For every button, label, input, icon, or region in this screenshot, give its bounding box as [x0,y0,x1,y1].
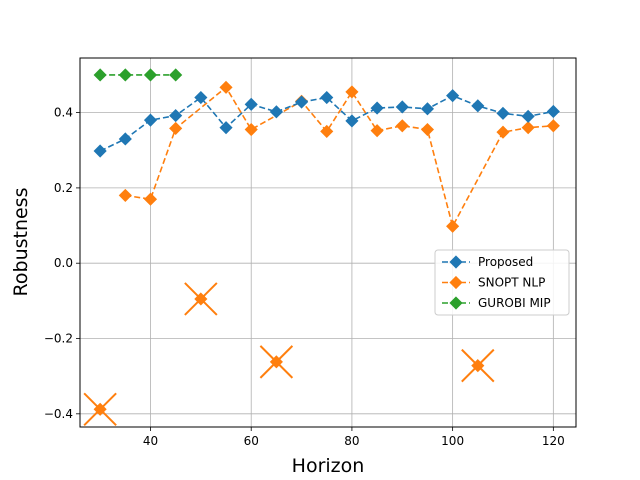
proposed-data-point [219,121,233,135]
snopt-data-point [546,119,560,133]
proposed-data-point [320,90,334,105]
snopt-data-point [420,122,435,137]
legend-marker-proposed [449,255,463,269]
legend-box [434,249,570,316]
gurobi-data-point [93,68,107,82]
y-tick-label: −0.4 [44,407,73,421]
legend-marker-gurobi-mip [449,296,463,310]
proposed-data-point [118,132,132,146]
snopt-data-point [496,125,510,139]
proposed-data-point [169,109,183,123]
proposed-data-point [420,102,435,116]
snopt-data-point [395,119,409,133]
snopt-data-point [169,121,183,135]
y-tick-label: 0.0 [54,256,73,270]
proposed-data-point [143,113,158,127]
proposed-data-point [521,109,535,123]
plot-area-frame [79,57,577,428]
snopt-data-point [143,192,158,206]
proposed-data-point [345,114,359,128]
proposed-data-point [194,90,208,105]
proposed-data-point [546,104,560,119]
legend-label-gurobi-mip: GUROBI MIP [478,296,551,310]
snopt-failure-point [269,355,283,369]
snopt-failure-point [194,292,208,306]
snopt-data-point [370,124,384,138]
legend: Proposed SNOPT NLP GUROBI MIP [434,249,570,316]
y-tick-label: −0.2 [44,332,73,346]
proposed-data-point [244,97,258,111]
legend-label-snopt-nlp: SNOPT NLP [478,276,545,290]
y-tick-label: 0.4 [54,106,73,120]
x-axis-ticks: 40 60 80 100 120 [143,427,565,448]
proposed-data-point [370,101,384,115]
proposed-data-point [395,100,409,114]
snopt-data-point [118,188,132,202]
snopt-failure-point [471,359,485,373]
gurobi-data-point [169,68,183,82]
series [83,68,560,427]
snopt-data-point [521,121,535,135]
proposed-data-point [496,106,510,120]
snopt-series-line [125,86,554,229]
y-tick-label: 0.2 [54,181,73,195]
gurobi-data-point [118,68,132,82]
y-axis-label: Robustness [10,188,32,297]
proposed-data-point [269,105,283,119]
x-tick-label: 40 [143,434,158,448]
x-tick-label: 60 [244,434,259,448]
snopt-data-point [244,122,258,137]
snopt-data-point [446,219,460,233]
snopt-failure-point [93,402,107,416]
x-tick-label: 120 [542,434,565,448]
snopt-data-point [219,80,233,94]
legend-marker-snopt-nlp [449,275,463,290]
gurobi-data-point [143,68,158,82]
proposed-data-point [446,89,460,103]
x-axis-label: Horizon [292,455,365,477]
legend-label-proposed: Proposed [478,255,533,269]
x-tick-label: 80 [344,434,359,448]
proposed-data-point [93,144,107,158]
x-tick-label: 100 [441,434,464,448]
proposed-data-point [294,95,309,109]
snopt-data-point [345,85,359,99]
y-axis-ticks: −0.4 −0.2 0.0 0.2 0.4 [44,106,80,421]
proposed-data-point [471,99,485,113]
snopt-data-point [320,124,334,138]
